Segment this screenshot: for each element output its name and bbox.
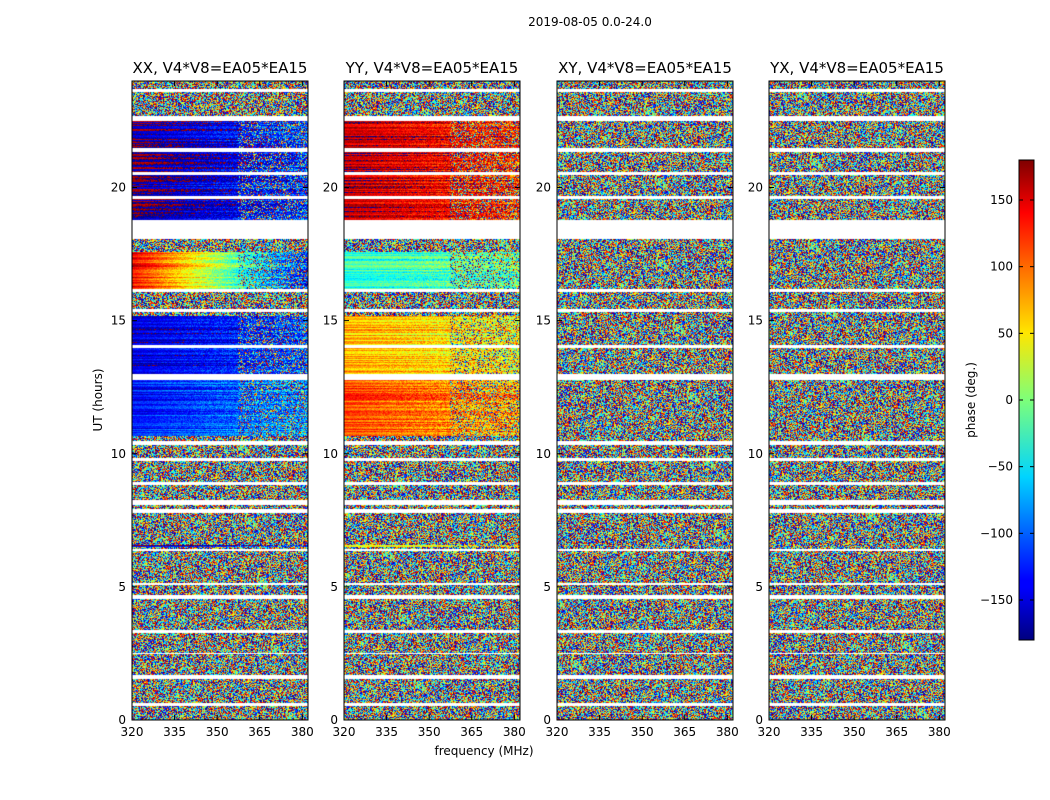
panel-yx: YX, V4*V8=EA05*EA15 320 335 350 365 380 … [748, 59, 951, 739]
x-tick-label-335: 335 [375, 725, 398, 739]
y-tick-label-15: 15 [323, 314, 338, 328]
panel-xx: XX, V4*V8=EA05*EA15 320 335 350 365 380 … [111, 59, 314, 739]
y-tick-label-15: 15 [748, 314, 763, 328]
x-tick-label-350: 350 [418, 725, 441, 739]
colorbar-fill [1019, 160, 1034, 640]
panel-xy: XY, V4*V8=EA05*EA15 320 335 350 365 380 … [536, 59, 739, 739]
x-tick-label-335: 335 [800, 725, 823, 739]
heatmap-canvas-xx [132, 81, 308, 720]
heatmap-yy [344, 81, 520, 720]
x-tick-label-380: 380 [928, 725, 951, 739]
figure-suptitle: 2019-08-05 0.0-24.0 [528, 15, 652, 29]
colorbar-tick-label-150: 150 [990, 193, 1013, 207]
y-ticks-xx: 0 5 10 15 20 [111, 181, 308, 727]
y-tick-label-10: 10 [748, 447, 763, 461]
x-ticks-xx: 320 335 350 365 380 [121, 81, 314, 739]
heatmap-yx [769, 81, 945, 720]
x-tick-label-365: 365 [248, 725, 271, 739]
x-tick-label-380: 380 [503, 725, 526, 739]
y-tick-label-0: 0 [543, 713, 551, 727]
colorbar-tick-label-m50: −50 [988, 460, 1013, 474]
x-tick-label-320: 320 [333, 725, 356, 739]
x-tick-label-320: 320 [758, 725, 781, 739]
colorbar-tick-label-0: 0 [1005, 393, 1013, 407]
y-tick-label-15: 15 [111, 314, 126, 328]
heatmap-canvas-xy [557, 81, 733, 720]
y-tick-label-20: 20 [111, 181, 126, 195]
x-tick-label-380: 380 [291, 725, 314, 739]
panel-title-xx: XX, V4*V8=EA05*EA15 [133, 59, 308, 77]
y-axis-label: UT (hours) [91, 368, 105, 431]
axes-frame-xy [556, 80, 734, 721]
colorbar-tick-label-m150: −150 [980, 593, 1013, 607]
panel-yy: YY, V4*V8=EA05*EA15 320 335 350 365 380 … [323, 59, 526, 739]
y-ticks-yy: 0 5 10 15 20 [323, 181, 520, 727]
x-ticks-yx: 320 335 350 365 380 [758, 81, 951, 739]
y-tick-label-20: 20 [536, 181, 551, 195]
x-tick-label-380: 380 [716, 725, 739, 739]
colorbar-tick-label-100: 100 [990, 260, 1013, 274]
y-tick-label-15: 15 [536, 314, 551, 328]
colorbar-ticks: −150 −100 −50 0 50 100 150 [980, 193, 1034, 607]
x-ticks-xy: 320 335 350 365 380 [546, 81, 739, 739]
y-tick-label-20: 20 [748, 181, 763, 195]
x-tick-label-350: 350 [206, 725, 229, 739]
y-ticks-xy: 0 5 10 15 20 [536, 181, 733, 727]
y-tick-label-0: 0 [118, 713, 126, 727]
x-tick-label-350: 350 [631, 725, 654, 739]
x-tick-label-335: 335 [588, 725, 611, 739]
axes-frame-xx [131, 80, 309, 721]
y-tick-label-10: 10 [323, 447, 338, 461]
axes-frame-yx [768, 80, 946, 721]
y-tick-label-10: 10 [536, 447, 551, 461]
axes-frame-yy [343, 80, 521, 721]
colorbar-tick-label-50: 50 [998, 326, 1013, 340]
colorbar-label: phase (deg.) [964, 362, 978, 438]
panel-title-xy: XY, V4*V8=EA05*EA15 [558, 59, 732, 77]
y-tick-label-0: 0 [330, 713, 338, 727]
x-axis-label: frequency (MHz) [434, 744, 533, 758]
panel-title-yx: YX, V4*V8=EA05*EA15 [769, 59, 944, 77]
colorbar: −150 −100 −50 0 50 100 150 phase (deg.) [964, 159, 1035, 641]
x-tick-label-320: 320 [546, 725, 569, 739]
heatmap-xx [132, 81, 308, 720]
y-ticks-yx: 0 5 10 15 20 [748, 181, 945, 727]
x-tick-label-365: 365 [885, 725, 908, 739]
y-tick-label-0: 0 [755, 713, 763, 727]
x-ticks-yy: 320 335 350 365 380 [333, 81, 526, 739]
x-tick-label-335: 335 [163, 725, 186, 739]
colorbar-tick-label-m100: −100 [980, 526, 1013, 540]
y-tick-label-5: 5 [330, 580, 338, 594]
y-tick-label-10: 10 [111, 447, 126, 461]
y-tick-label-5: 5 [755, 580, 763, 594]
x-tick-label-350: 350 [843, 725, 866, 739]
y-tick-label-20: 20 [323, 181, 338, 195]
y-tick-label-5: 5 [118, 580, 126, 594]
x-tick-label-365: 365 [460, 725, 483, 739]
heatmap-canvas-yy [344, 81, 520, 720]
x-tick-label-365: 365 [673, 725, 696, 739]
heatmap-xy [557, 81, 733, 720]
y-tick-label-5: 5 [543, 580, 551, 594]
heatmap-canvas-yx [769, 81, 945, 720]
x-tick-label-320: 320 [121, 725, 144, 739]
panel-title-yy: YY, V4*V8=EA05*EA15 [345, 59, 519, 77]
